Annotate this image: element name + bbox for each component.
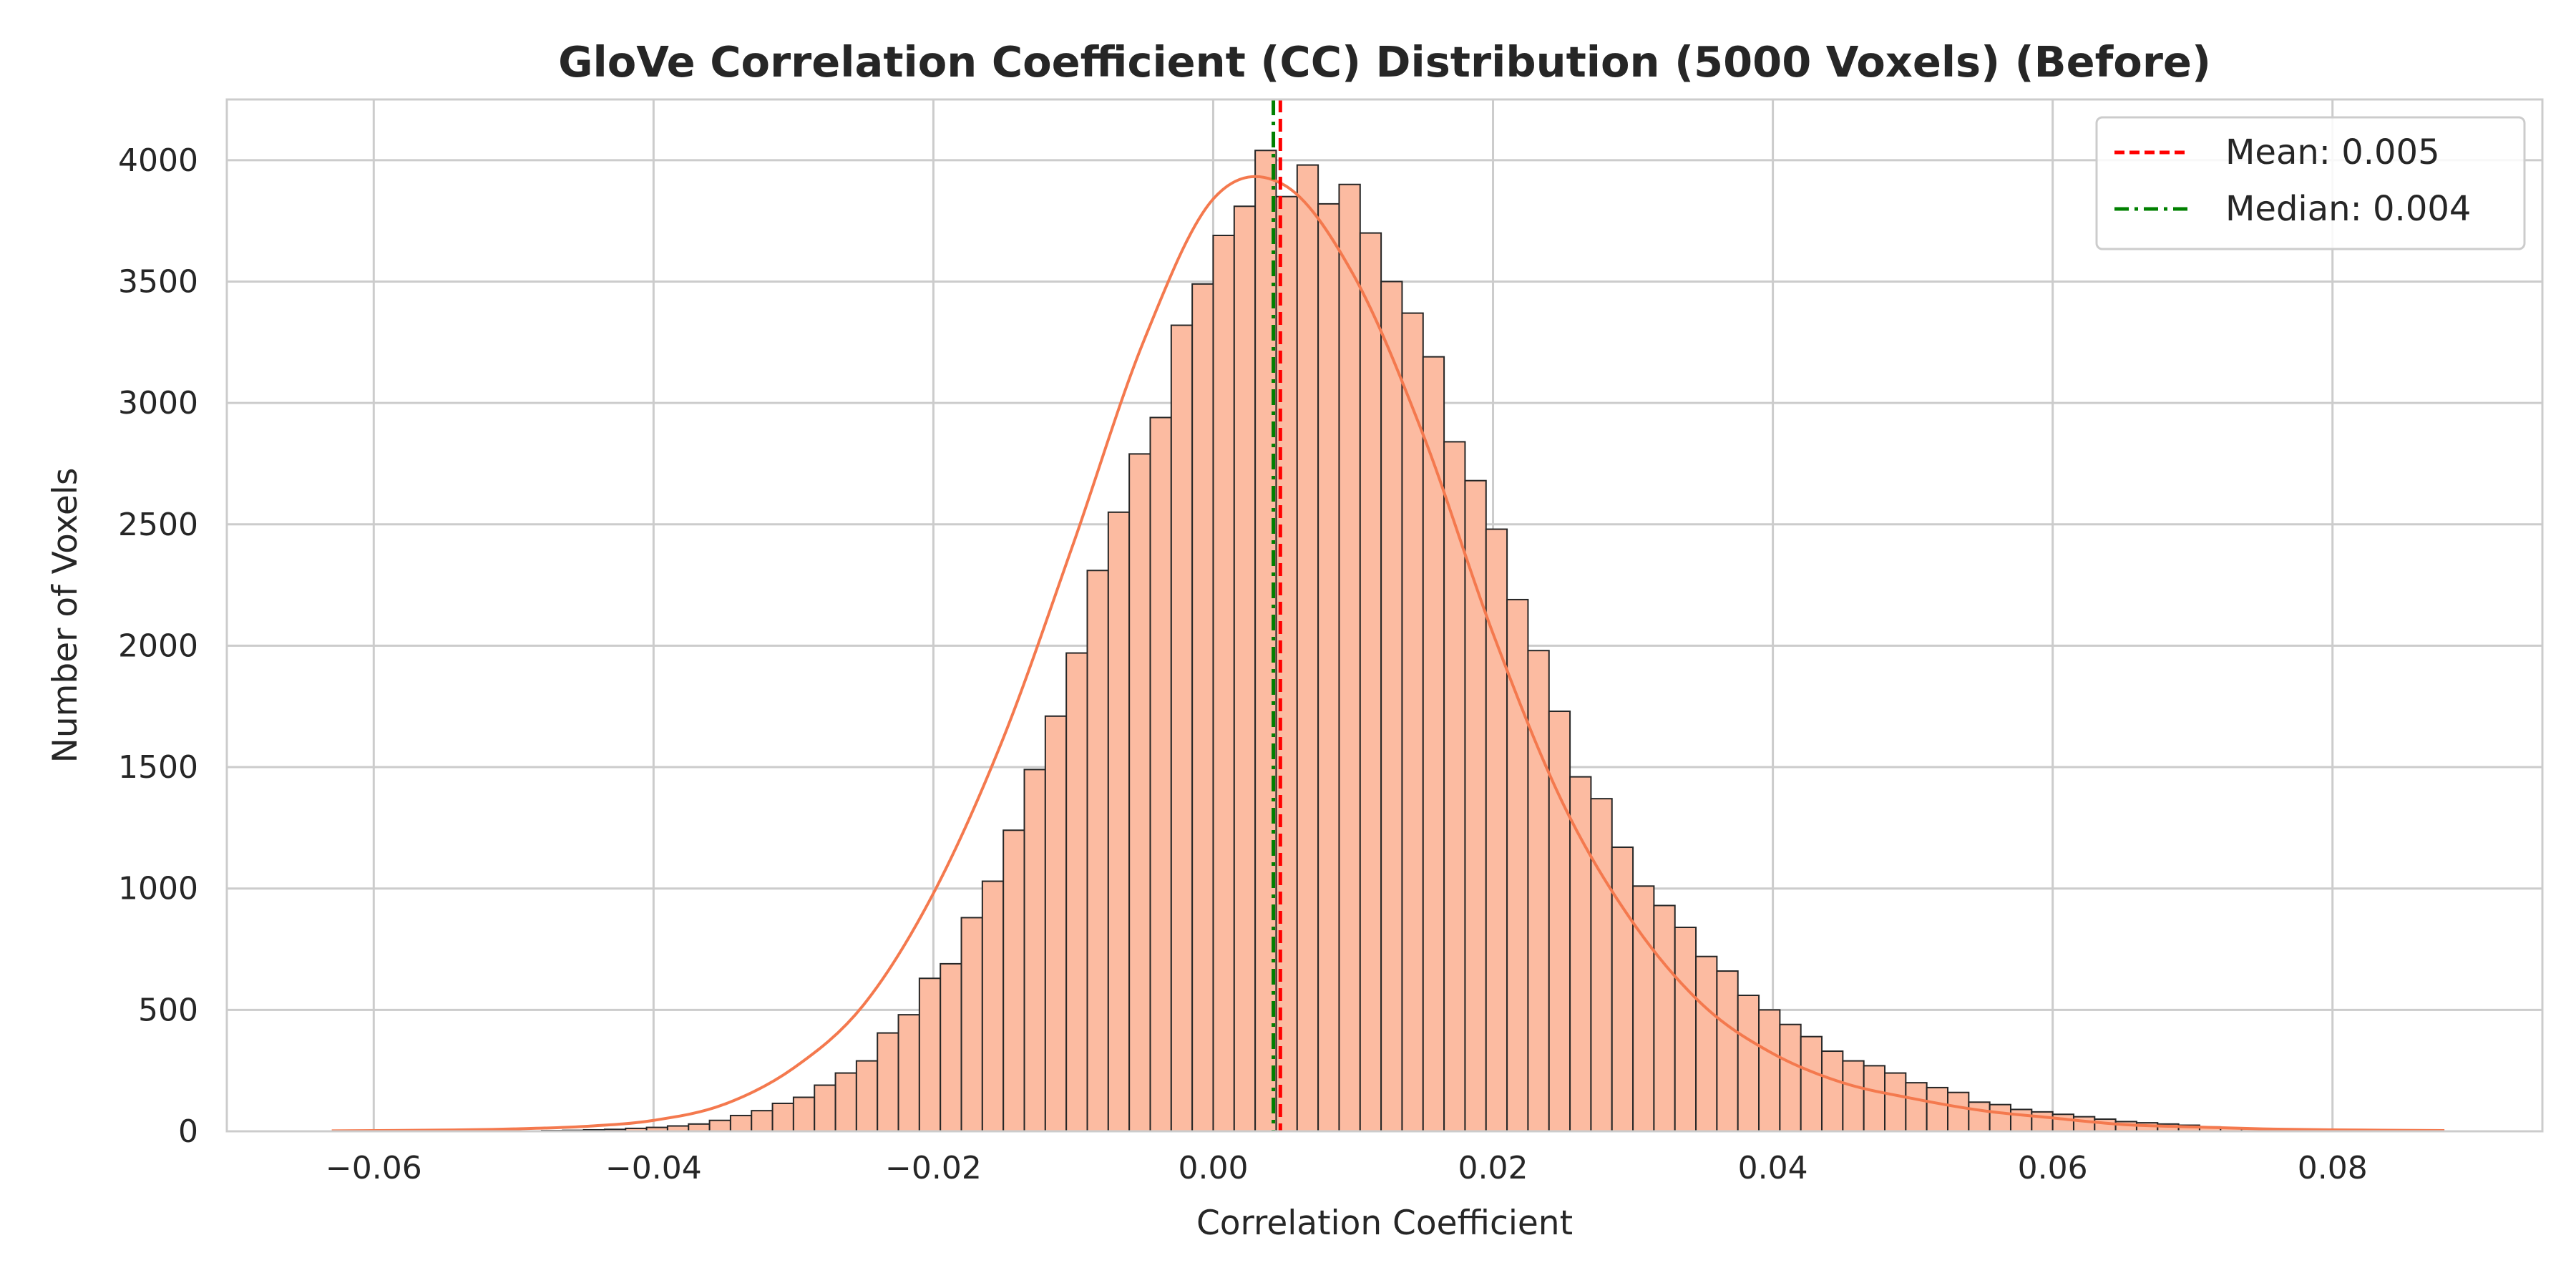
histogram-bar	[981, 880, 1005, 1133]
histogram-bar	[1380, 280, 1403, 1132]
legend-median-label: Median: 0.004	[2225, 189, 2471, 229]
x-tick-label: −0.06	[326, 1150, 422, 1186]
histogram-bar	[1212, 235, 1235, 1132]
histogram-bar	[1569, 776, 1592, 1133]
histogram-bar	[1317, 203, 1340, 1132]
histogram-bar	[792, 1096, 816, 1132]
histogram-bars	[331, 150, 2431, 1133]
y-tick-label: 0	[178, 1113, 198, 1150]
histogram-bar	[855, 1060, 879, 1133]
histogram-bar	[877, 1032, 899, 1133]
y-tick-label: 4000	[118, 142, 198, 179]
x-tick-label: 0.04	[1738, 1150, 1808, 1186]
histogram-bar	[1674, 926, 1697, 1132]
histogram-bar	[897, 1014, 920, 1132]
histogram-bar	[960, 917, 983, 1132]
histogram-bar	[1611, 847, 1634, 1132]
histogram-bar	[771, 1102, 794, 1133]
plot-frame	[225, 98, 2544, 1133]
x-tick-label: −0.04	[605, 1150, 702, 1186]
histogram-bar	[1170, 324, 1194, 1132]
histogram-bar	[1947, 1091, 1970, 1132]
histogram-bar	[1128, 453, 1151, 1132]
histogram-bar	[1023, 769, 1046, 1133]
histogram-bar	[940, 962, 962, 1133]
histogram-bar	[1716, 970, 1739, 1133]
histogram-bar	[1002, 829, 1025, 1132]
histogram-bar	[1191, 283, 1214, 1132]
histogram-bar	[1779, 1023, 1802, 1132]
histogram-bar	[1464, 479, 1487, 1132]
x-tick-label: 0.06	[2018, 1150, 2088, 1186]
y-axis-label: Number of Voxels	[46, 468, 85, 763]
histogram-bar	[708, 1119, 731, 1133]
histogram-bar	[1968, 1101, 1991, 1132]
histogram-bar	[1527, 650, 1550, 1132]
histogram-bar	[1422, 356, 1445, 1133]
y-tick-label: 2500	[118, 507, 198, 543]
x-tick-labels: −0.06 −0.04 −0.02 0.00 0.02 0.04 0.06 0.08	[326, 1150, 2368, 1186]
histogram-bar	[1401, 312, 1424, 1132]
histogram-bar	[2009, 1108, 2033, 1132]
histogram-bar	[2094, 1118, 2117, 1132]
histogram-bar	[1800, 1035, 1823, 1132]
histogram-bar	[1443, 441, 1466, 1132]
histogram-bar	[1359, 232, 1382, 1132]
legend-mean-label: Mean: 0.005	[2225, 132, 2440, 172]
histogram-bar	[1632, 885, 1655, 1133]
histogram-bar	[1065, 652, 1088, 1132]
histogram-bar	[1695, 955, 1718, 1133]
histogram-bar	[1884, 1072, 1907, 1133]
histogram-bar	[1548, 711, 1571, 1132]
histogram-bar	[1926, 1086, 1949, 1132]
histogram-bar	[1653, 904, 1676, 1132]
y-tick-labels: 0 500 1000 1500 2000 2500 3000 3500 4000	[118, 142, 198, 1150]
histogram-bar	[1149, 416, 1172, 1132]
histogram-bar	[1737, 994, 1760, 1132]
y-tick-label: 3500	[118, 263, 198, 300]
histogram-bar	[2072, 1116, 2096, 1132]
kde-curve	[331, 175, 2445, 1133]
histogram-bar	[1485, 528, 1508, 1132]
histogram-bar	[1044, 715, 1068, 1132]
x-tick-label: 0.02	[1458, 1150, 1528, 1186]
histogram-bar	[751, 1110, 774, 1133]
histogram-bar	[1233, 205, 1257, 1132]
histogram-bar	[1863, 1065, 1886, 1133]
y-tick-label: 2000	[118, 628, 198, 664]
chart-title: GloVe Correlation Coefficient (CC) Distr…	[558, 37, 2211, 87]
histogram-bar	[1821, 1050, 1844, 1133]
legend-box	[2095, 116, 2526, 250]
histogram-bar	[729, 1114, 753, 1133]
histogram-bar	[1107, 511, 1131, 1132]
histogram-bar	[688, 1123, 711, 1132]
histogram-bar	[2031, 1111, 2054, 1132]
histogram-bar	[1338, 183, 1361, 1132]
legend: Mean: 0.005 Median: 0.004	[2095, 116, 2526, 250]
histogram-bar	[1758, 1009, 1781, 1132]
y-tick-label: 1500	[118, 749, 198, 786]
histogram-bar	[1842, 1060, 1865, 1133]
histogram-bar	[1590, 798, 1613, 1133]
histogram-bar	[814, 1084, 836, 1132]
y-tick-label: 500	[138, 992, 198, 1028]
x-tick-label: 0.00	[1178, 1150, 1248, 1186]
histogram-bar	[918, 977, 942, 1133]
histogram-bar	[1989, 1103, 2011, 1132]
histogram-bar	[1905, 1082, 1928, 1133]
y-tick-label: 3000	[118, 385, 198, 421]
y-tick-label: 1000	[118, 871, 198, 907]
histogram-bar	[1296, 164, 1319, 1133]
x-tick-label: 0.08	[2298, 1150, 2368, 1186]
histogram-bar	[1086, 570, 1109, 1132]
x-axis-label: Correlation Coefficient	[1196, 1204, 1573, 1243]
x-tick-label: −0.02	[885, 1150, 982, 1186]
histogram-bar	[834, 1072, 857, 1133]
